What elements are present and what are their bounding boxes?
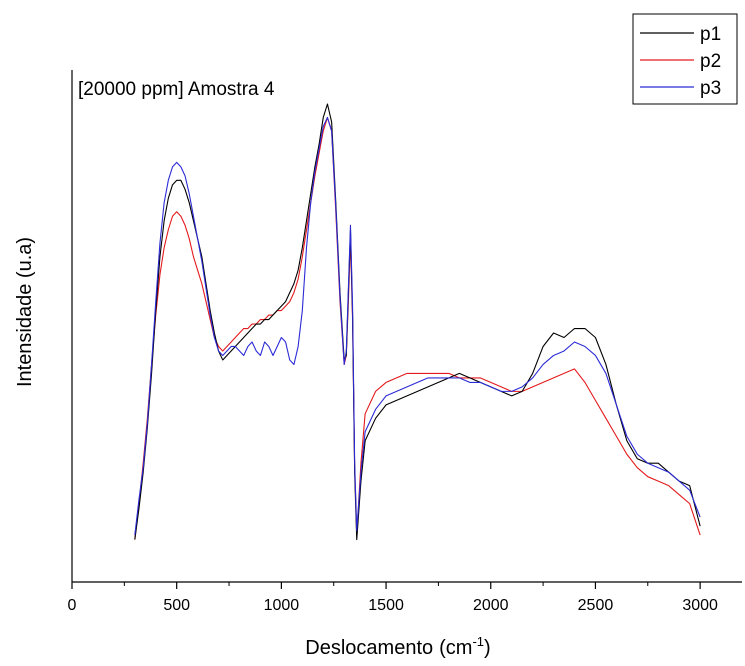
legend: p1 p2 p3 <box>632 13 738 105</box>
x-axis-label: Deslocamento (cm-1) <box>305 634 490 659</box>
x-tick-label-0: 0 <box>68 597 77 614</box>
series-line-p2 <box>134 116 701 540</box>
x-tick-label-2000: 2000 <box>473 597 509 614</box>
x-axis-label-text: Deslocamento <box>305 637 433 659</box>
series-line-p3 <box>134 116 701 536</box>
legend-label-p1: p1 <box>700 24 721 45</box>
chart-title: [20000 ppm] Amostra 4 <box>78 79 275 100</box>
x-axis-label-exponent: -1 <box>472 634 484 649</box>
plot-lines <box>134 103 701 541</box>
x-axis-label-unit: (cm <box>439 637 472 659</box>
x-axis-label-close: ) <box>484 637 491 659</box>
x-ticks: 0 500 1000 1500 2000 2500 3000 <box>68 582 718 614</box>
legend-label-p2: p2 <box>700 51 721 72</box>
x-tick-label-2500: 2500 <box>578 597 614 614</box>
x-tick-label-500: 500 <box>163 597 190 614</box>
y-axis-label: Intensidade (u.a) <box>14 237 36 387</box>
legend-box <box>632 13 738 105</box>
legend-label-p3: p3 <box>700 78 721 99</box>
x-tick-label-1500: 1500 <box>368 597 404 614</box>
x-tick-label-3000: 3000 <box>682 597 718 614</box>
x-tick-label-1000: 1000 <box>264 597 300 614</box>
